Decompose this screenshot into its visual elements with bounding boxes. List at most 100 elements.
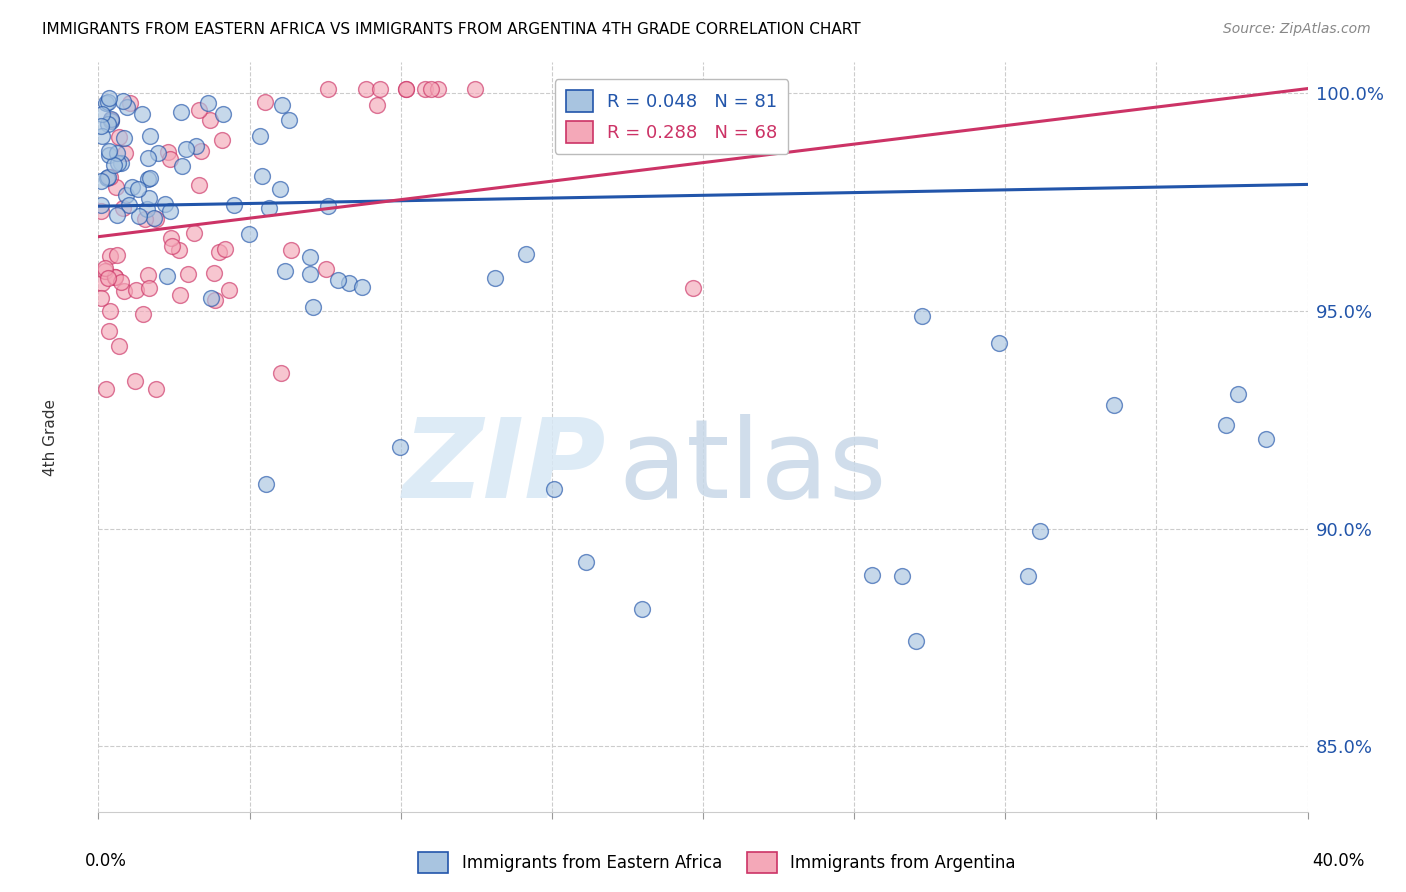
Point xyxy=(97,324,120,338)
Point xyxy=(110,156,132,170)
Point xyxy=(212,107,235,121)
Point xyxy=(664,81,686,95)
Point xyxy=(316,81,339,95)
Point xyxy=(105,208,128,222)
Point xyxy=(159,204,181,219)
Point xyxy=(96,95,118,110)
Point xyxy=(169,288,191,302)
Point xyxy=(394,81,416,95)
Point xyxy=(159,231,181,245)
Point xyxy=(1102,399,1125,413)
Point xyxy=(315,261,337,276)
Text: atlas: atlas xyxy=(619,414,887,521)
Point xyxy=(159,152,181,166)
Text: 0.0%: 0.0% xyxy=(84,852,127,870)
Point xyxy=(96,382,118,396)
Point xyxy=(1256,432,1278,446)
Point xyxy=(204,293,226,308)
Point xyxy=(1227,387,1250,401)
Point xyxy=(326,273,349,287)
Point xyxy=(270,98,292,112)
Point xyxy=(131,307,153,321)
Point xyxy=(148,145,170,160)
Point xyxy=(562,81,585,95)
Point xyxy=(910,309,932,323)
Point xyxy=(174,142,197,156)
Point xyxy=(138,191,160,205)
Text: 4th Grade: 4th Grade xyxy=(42,399,58,475)
Point xyxy=(224,198,246,212)
Point xyxy=(107,156,129,170)
Point xyxy=(270,366,292,380)
Point xyxy=(110,275,132,289)
Point xyxy=(301,300,323,314)
Point xyxy=(100,112,122,126)
Point xyxy=(366,98,388,112)
Point xyxy=(90,291,112,305)
Point xyxy=(136,268,159,282)
Point xyxy=(187,178,209,193)
Point xyxy=(139,129,162,144)
Point xyxy=(94,264,117,278)
Point xyxy=(155,196,177,211)
Point xyxy=(156,268,179,283)
Point xyxy=(184,139,207,153)
Point xyxy=(254,477,277,491)
Point xyxy=(238,227,260,242)
Point xyxy=(464,81,486,95)
Point xyxy=(395,81,418,95)
Point xyxy=(354,81,377,95)
Point xyxy=(134,211,156,226)
Point xyxy=(633,81,655,95)
Point xyxy=(160,239,183,253)
Point xyxy=(631,601,654,615)
Point xyxy=(91,106,114,120)
Point xyxy=(104,270,127,285)
Point xyxy=(112,284,135,298)
Point xyxy=(97,91,120,105)
Point xyxy=(860,567,883,582)
Point xyxy=(426,81,449,95)
Point xyxy=(105,248,128,262)
Point xyxy=(100,113,122,128)
Point xyxy=(197,96,219,111)
Point xyxy=(98,249,121,263)
Point xyxy=(97,95,120,110)
Text: 40.0%: 40.0% xyxy=(1312,852,1365,870)
Point xyxy=(105,180,128,194)
Point xyxy=(988,335,1011,350)
Point xyxy=(125,283,148,297)
Point xyxy=(118,198,141,212)
Point xyxy=(107,130,129,145)
Point xyxy=(112,94,135,108)
Point xyxy=(249,129,271,144)
Point xyxy=(90,119,112,133)
Point xyxy=(98,170,121,185)
Point xyxy=(128,209,150,223)
Point xyxy=(131,107,153,121)
Point xyxy=(298,250,321,264)
Point xyxy=(515,247,537,261)
Point xyxy=(413,81,436,95)
Point xyxy=(575,555,598,569)
Point xyxy=(273,264,295,278)
Point xyxy=(93,261,115,276)
Point xyxy=(90,128,112,143)
Point xyxy=(100,113,122,128)
Point xyxy=(139,170,162,185)
Point xyxy=(104,269,127,284)
Point xyxy=(90,204,112,219)
Point xyxy=(187,103,209,118)
Point xyxy=(105,145,128,160)
Point xyxy=(145,382,167,396)
Point xyxy=(97,169,120,184)
Text: Source: ZipAtlas.com: Source: ZipAtlas.com xyxy=(1223,22,1371,37)
Point xyxy=(388,440,411,454)
Point xyxy=(211,134,233,148)
Point xyxy=(202,266,225,280)
Point xyxy=(145,211,167,226)
Point xyxy=(142,211,165,226)
Point xyxy=(891,568,914,582)
Point xyxy=(904,634,927,648)
Point xyxy=(280,243,302,257)
